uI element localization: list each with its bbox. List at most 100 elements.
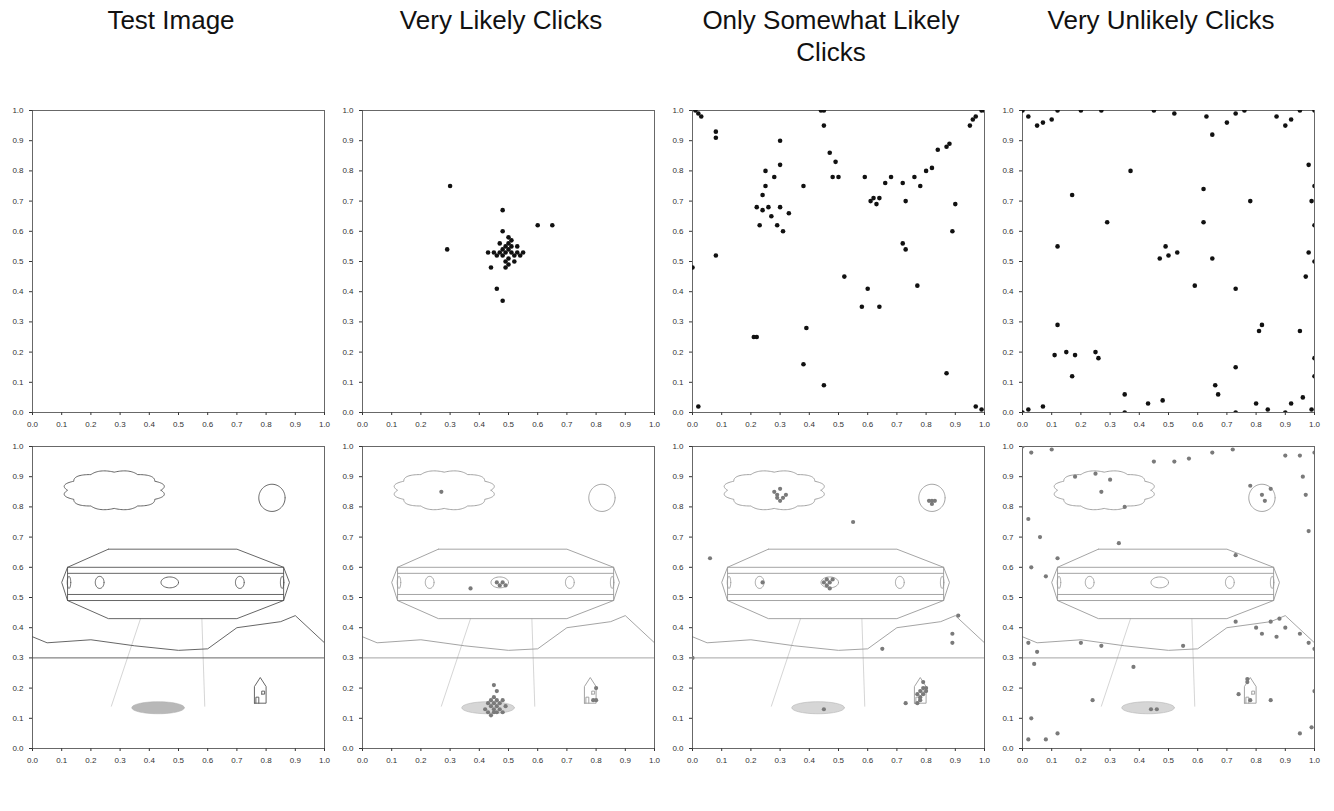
svg-text:0.4: 0.4 bbox=[12, 623, 24, 632]
svg-text:0.9: 0.9 bbox=[342, 136, 354, 145]
svg-text:0.4: 0.4 bbox=[144, 420, 156, 429]
svg-text:0.0: 0.0 bbox=[342, 744, 354, 753]
svg-text:0.8: 0.8 bbox=[342, 502, 354, 511]
svg-text:0.5: 0.5 bbox=[503, 756, 515, 765]
svg-text:0.0: 0.0 bbox=[12, 408, 24, 417]
svg-text:0.7: 0.7 bbox=[231, 756, 243, 765]
svg-text:0.9: 0.9 bbox=[1280, 420, 1292, 429]
svg-text:0.3: 0.3 bbox=[1105, 756, 1117, 765]
svg-text:0.2: 0.2 bbox=[745, 756, 757, 765]
svg-text:0.6: 0.6 bbox=[862, 420, 874, 429]
svg-text:0.5: 0.5 bbox=[173, 420, 185, 429]
svg-text:0.1: 0.1 bbox=[672, 378, 684, 387]
svg-text:0.8: 0.8 bbox=[921, 756, 933, 765]
svg-text:0.7: 0.7 bbox=[342, 533, 354, 542]
svg-text:0.8: 0.8 bbox=[672, 502, 684, 511]
svg-text:0.4: 0.4 bbox=[672, 623, 684, 632]
svg-text:0.1: 0.1 bbox=[12, 714, 24, 723]
svg-text:0.6: 0.6 bbox=[202, 756, 214, 765]
svg-text:0.3: 0.3 bbox=[1002, 653, 1014, 662]
svg-text:1.0: 1.0 bbox=[672, 442, 684, 451]
svg-text:0.4: 0.4 bbox=[474, 756, 486, 765]
svg-text:0.7: 0.7 bbox=[12, 197, 24, 206]
svg-text:0.2: 0.2 bbox=[1002, 684, 1014, 693]
svg-text:0.6: 0.6 bbox=[12, 563, 24, 572]
svg-text:0.6: 0.6 bbox=[672, 563, 684, 572]
svg-text:0.1: 0.1 bbox=[716, 420, 728, 429]
svg-text:0.5: 0.5 bbox=[833, 420, 845, 429]
svg-text:0.9: 0.9 bbox=[342, 472, 354, 481]
svg-text:0.0: 0.0 bbox=[1017, 756, 1029, 765]
svg-text:1.0: 1.0 bbox=[649, 756, 661, 765]
svg-text:0.0: 0.0 bbox=[357, 756, 369, 765]
svg-text:1.0: 1.0 bbox=[672, 106, 684, 115]
svg-text:0.2: 0.2 bbox=[1075, 420, 1087, 429]
svg-text:0.3: 0.3 bbox=[672, 317, 684, 326]
svg-text:0.0: 0.0 bbox=[342, 408, 354, 417]
svg-text:0.2: 0.2 bbox=[415, 420, 427, 429]
svg-text:0.8: 0.8 bbox=[12, 166, 24, 175]
svg-text:0.6: 0.6 bbox=[532, 756, 544, 765]
svg-text:0.9: 0.9 bbox=[1280, 756, 1292, 765]
svg-text:0.7: 0.7 bbox=[891, 420, 903, 429]
svg-text:0.2: 0.2 bbox=[85, 420, 97, 429]
svg-text:1.0: 1.0 bbox=[979, 756, 991, 765]
svg-text:0.3: 0.3 bbox=[445, 420, 457, 429]
svg-text:0.3: 0.3 bbox=[12, 317, 24, 326]
svg-text:0.6: 0.6 bbox=[862, 756, 874, 765]
svg-text:0.8: 0.8 bbox=[591, 756, 603, 765]
svg-text:0.9: 0.9 bbox=[672, 136, 684, 145]
svg-text:0.5: 0.5 bbox=[342, 593, 354, 602]
svg-text:0.3: 0.3 bbox=[672, 653, 684, 662]
svg-text:0.5: 0.5 bbox=[833, 756, 845, 765]
svg-text:0.0: 0.0 bbox=[1002, 744, 1014, 753]
svg-text:0.9: 0.9 bbox=[12, 136, 24, 145]
svg-text:0.0: 0.0 bbox=[27, 756, 39, 765]
svg-text:0.5: 0.5 bbox=[672, 257, 684, 266]
svg-text:0.6: 0.6 bbox=[672, 227, 684, 236]
svg-text:1.0: 1.0 bbox=[649, 420, 661, 429]
svg-text:0.4: 0.4 bbox=[1002, 287, 1014, 296]
svg-text:0.6: 0.6 bbox=[1002, 227, 1014, 236]
svg-text:0.8: 0.8 bbox=[1002, 166, 1014, 175]
svg-text:0.7: 0.7 bbox=[672, 197, 684, 206]
svg-text:0.9: 0.9 bbox=[1002, 136, 1014, 145]
svg-text:0.1: 0.1 bbox=[56, 756, 68, 765]
svg-text:0.4: 0.4 bbox=[1134, 756, 1146, 765]
svg-text:1.0: 1.0 bbox=[319, 756, 331, 765]
svg-text:0.3: 0.3 bbox=[1002, 317, 1014, 326]
svg-text:0.1: 0.1 bbox=[1046, 756, 1058, 765]
svg-text:0.9: 0.9 bbox=[290, 420, 302, 429]
svg-text:0.1: 0.1 bbox=[56, 420, 68, 429]
svg-text:0.1: 0.1 bbox=[716, 756, 728, 765]
svg-text:1.0: 1.0 bbox=[12, 442, 24, 451]
svg-text:1.0: 1.0 bbox=[342, 442, 354, 451]
svg-text:0.1: 0.1 bbox=[342, 378, 354, 387]
svg-text:0.4: 0.4 bbox=[672, 287, 684, 296]
svg-text:0.3: 0.3 bbox=[775, 756, 787, 765]
svg-text:0.0: 0.0 bbox=[687, 756, 699, 765]
svg-text:1.0: 1.0 bbox=[342, 106, 354, 115]
svg-text:1.0: 1.0 bbox=[1309, 420, 1321, 429]
svg-text:0.7: 0.7 bbox=[561, 420, 573, 429]
svg-text:0.2: 0.2 bbox=[415, 756, 427, 765]
svg-text:0.5: 0.5 bbox=[1002, 593, 1014, 602]
svg-text:0.3: 0.3 bbox=[445, 756, 457, 765]
svg-text:0.9: 0.9 bbox=[950, 420, 962, 429]
svg-text:0.8: 0.8 bbox=[342, 166, 354, 175]
svg-text:0.9: 0.9 bbox=[1002, 472, 1014, 481]
svg-text:0.9: 0.9 bbox=[672, 472, 684, 481]
svg-text:0.3: 0.3 bbox=[342, 317, 354, 326]
svg-text:0.8: 0.8 bbox=[1251, 420, 1263, 429]
svg-text:0.5: 0.5 bbox=[12, 593, 24, 602]
svg-text:0.7: 0.7 bbox=[891, 756, 903, 765]
svg-text:0.6: 0.6 bbox=[1192, 420, 1204, 429]
svg-text:0.2: 0.2 bbox=[342, 684, 354, 693]
svg-text:0.0: 0.0 bbox=[12, 744, 24, 753]
svg-text:0.9: 0.9 bbox=[12, 472, 24, 481]
svg-text:0.4: 0.4 bbox=[342, 287, 354, 296]
svg-text:0.8: 0.8 bbox=[261, 756, 273, 765]
svg-text:0.6: 0.6 bbox=[1192, 756, 1204, 765]
svg-text:0.7: 0.7 bbox=[1002, 533, 1014, 542]
svg-text:0.4: 0.4 bbox=[12, 287, 24, 296]
